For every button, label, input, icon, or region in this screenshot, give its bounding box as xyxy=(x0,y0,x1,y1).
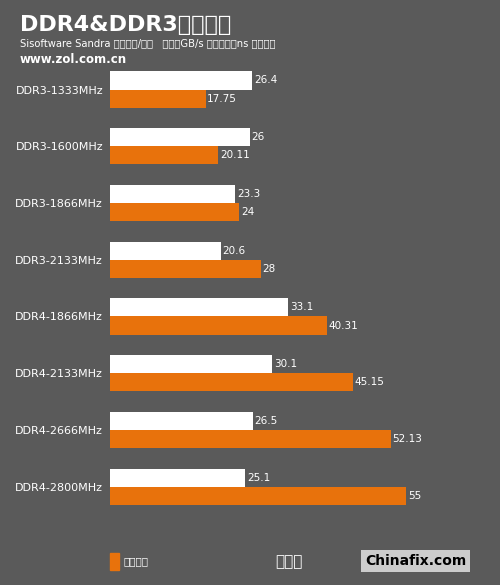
Bar xyxy=(110,373,353,391)
Text: 52.13: 52.13 xyxy=(392,434,422,444)
Bar xyxy=(110,242,221,260)
Text: 内存带宽: 内存带宽 xyxy=(124,556,149,566)
Text: Chinafix.com: Chinafix.com xyxy=(365,555,466,568)
Bar xyxy=(110,128,250,146)
Bar xyxy=(110,316,327,335)
Text: 28: 28 xyxy=(262,264,276,274)
Bar xyxy=(110,185,236,203)
Text: 25.1: 25.1 xyxy=(247,473,270,483)
Text: 26: 26 xyxy=(252,132,265,142)
Text: 55: 55 xyxy=(408,491,421,501)
Text: 45.15: 45.15 xyxy=(354,377,384,387)
Bar xyxy=(110,71,252,90)
Bar xyxy=(110,90,206,108)
Bar xyxy=(110,203,239,221)
Bar xyxy=(110,298,288,316)
Bar xyxy=(110,469,245,487)
Text: Sisoftware Sandra 内存带宽/延迟   单位：GB/s 越大越好；ns 越小越好: Sisoftware Sandra 内存带宽/延迟 单位：GB/s 越大越好；n… xyxy=(20,38,276,48)
Bar xyxy=(110,553,119,570)
Text: 24: 24 xyxy=(241,207,254,217)
Text: 20.11: 20.11 xyxy=(220,150,250,160)
Bar xyxy=(110,260,261,278)
Text: 17.75: 17.75 xyxy=(207,94,237,104)
Text: 26.4: 26.4 xyxy=(254,75,277,85)
Text: DDR4&DDR3对比测试: DDR4&DDR3对比测试 xyxy=(20,15,231,35)
Text: www.zol.com.cn: www.zol.com.cn xyxy=(20,53,127,66)
Text: 迅维网: 迅维网 xyxy=(275,554,302,569)
Text: 40.31: 40.31 xyxy=(328,321,358,331)
Text: 30.1: 30.1 xyxy=(274,359,297,369)
Text: 20.6: 20.6 xyxy=(222,246,246,256)
Text: 26.5: 26.5 xyxy=(254,416,278,426)
Text: 33.1: 33.1 xyxy=(290,302,313,312)
Bar xyxy=(110,487,406,505)
Bar xyxy=(110,430,390,448)
Bar xyxy=(110,412,253,430)
Bar xyxy=(110,355,272,373)
Bar xyxy=(110,146,218,164)
Text: 23.3: 23.3 xyxy=(237,189,260,199)
